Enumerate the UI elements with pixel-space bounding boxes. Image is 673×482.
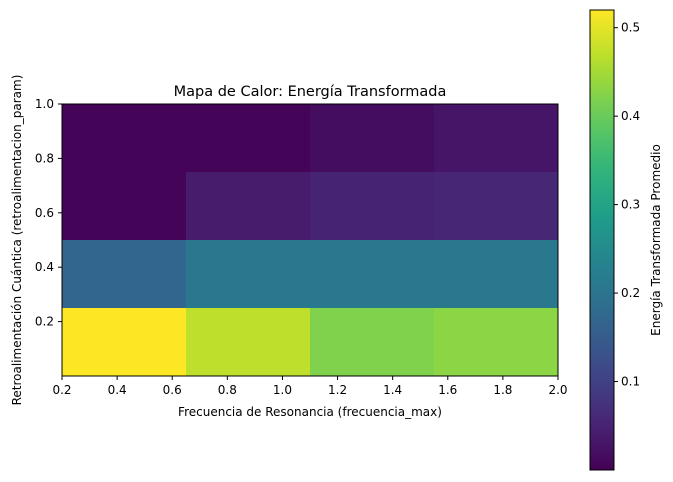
colorbar-tick-label: 0.4 [621, 109, 640, 123]
colorbar-ticks: 0.1 0.2 0.3 0.4 0.5 [614, 21, 640, 389]
x-tick-label: 1.0 [273, 383, 292, 397]
heatmap-cell [310, 172, 434, 240]
heatmap-cell [62, 240, 186, 308]
x-tick-label: 0.8 [218, 383, 237, 397]
colorbar [589, 9, 615, 471]
x-tick-label: 0.6 [163, 383, 182, 397]
colorbar-tick-label: 0.1 [621, 375, 640, 389]
y-axis-label: Retroalimentación Cuántica (retroaliment… [10, 75, 24, 406]
x-tick-label: 1.8 [493, 383, 512, 397]
heatmap-cell [62, 172, 186, 240]
y-tick-label: 1.0 [35, 97, 54, 111]
heatmap-cell [186, 240, 310, 308]
heatmap-cell [434, 104, 558, 172]
heatmap-cell [62, 104, 186, 172]
heatmap-cell [434, 308, 558, 376]
heatmap-cell [310, 308, 434, 376]
heatmap-cells [62, 104, 558, 376]
heatmap-cell [186, 172, 310, 240]
y-axis-ticks: 0.2 0.4 0.6 0.8 1.0 [35, 97, 62, 329]
y-tick-label: 0.8 [35, 151, 54, 165]
x-tick-label: 0.4 [108, 383, 127, 397]
colorbar-tick-label: 0.2 [621, 286, 640, 300]
y-tick-label: 0.4 [35, 260, 54, 274]
x-tick-label: 1.4 [383, 383, 402, 397]
colorbar-tick-label: 0.5 [621, 21, 640, 35]
x-tick-label: 2.0 [548, 383, 567, 397]
y-tick-label: 0.6 [35, 206, 54, 220]
heatmap-cell [434, 240, 558, 308]
x-tick-label: 1.6 [438, 383, 457, 397]
x-axis-ticks: 0.2 0.4 0.6 0.8 1.0 1.2 1.4 1.6 1.8 2.0 [52, 376, 568, 397]
x-tick-label: 0.2 [52, 383, 71, 397]
plot-frame [61, 103, 559, 377]
x-tick-label: 1.2 [328, 383, 347, 397]
x-axis-label: Frecuencia de Resonancia (frecuencia_max… [178, 405, 442, 419]
heatmap-cell [434, 172, 558, 240]
y-tick-label: 0.2 [35, 315, 54, 329]
heatmap-cell [186, 308, 310, 376]
heatmap-cell [310, 104, 434, 172]
heatmap-cell [62, 308, 186, 376]
heatmap-cell [310, 240, 434, 308]
colorbar-tick-label: 0.3 [621, 198, 640, 212]
chart-title: Mapa de Calor: Energía Transformada [174, 84, 447, 100]
heatmap-cell [186, 104, 310, 172]
colorbar-label: Energía Transformada Promedio [649, 144, 663, 336]
